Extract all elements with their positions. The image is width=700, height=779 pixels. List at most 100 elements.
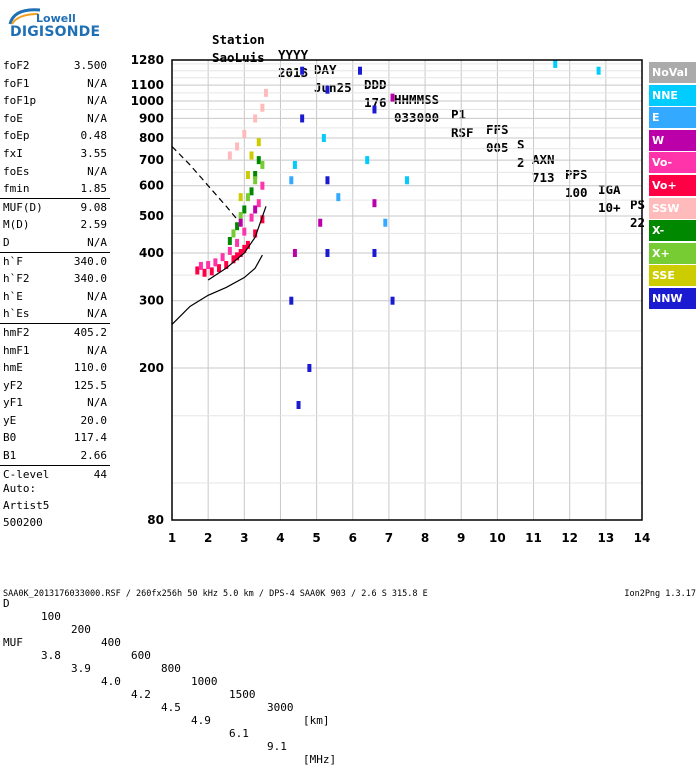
echo-point [325,248,330,257]
param-value: 3.500 [73,59,107,72]
y-tick-label: 300 [139,294,164,308]
param-name: foF2 [3,59,30,72]
y-tick-label: 500 [139,209,164,223]
echo-point [238,248,243,257]
x-tick-label: 10 [489,531,506,545]
logo-text-lowell: Lowell [36,12,76,25]
param-value: 3.55 [80,146,108,160]
echo-point [256,138,261,147]
plot-frame [171,59,643,521]
header-hhmmss: HHMMSS [394,92,440,107]
echo-point [253,205,258,214]
param-name: foF1p [3,94,37,108]
header-ffs: FFS [486,122,509,137]
echo-point [235,142,240,151]
param-value: 117.4 [73,431,107,445]
param-value: N/A [87,94,107,108]
echo-point [307,363,312,372]
echo-point [596,66,601,75]
echo-point [253,176,258,185]
x-tick-label: 8 [421,531,429,545]
header-ps-value: 22 [630,215,646,230]
muf-table-muf-row: MUF 3.8 3.9 4.0 4.2 4.5 4.9 6.1 9.1 [MHz… [3,623,343,766]
header-ddd-value: 176 [364,95,387,110]
echo-point [235,252,240,261]
chart-grid [171,59,643,521]
echo-point [235,222,240,231]
y-tick-label: 80 [147,513,164,527]
echo-point [260,160,265,169]
x-tick-label: 3 [240,531,248,545]
header-row-1: Station YYYY DAY DDD HHMMSS P1 FFS S AXN… [0,17,700,212]
x-tick-label: 4 [276,531,284,545]
param-row: hmF1 N/A [0,342,113,360]
muf-value: 4.9 [191,714,211,727]
echo-point [238,211,243,220]
x-tick-label: 9 [457,531,465,545]
d-value: 1500 [229,688,256,701]
param-row: B1 2.66 [0,447,113,465]
logo-swoosh-icon [8,4,42,30]
echo-point [242,129,247,138]
echo-point [238,218,243,227]
muf-value: 4.5 [161,701,181,714]
param-row: yF1 N/A [0,394,113,412]
echo-point [235,238,240,247]
muf-value: 9.1 [267,740,287,753]
header-row-2: SaoLuis 2013 Jun25 176 033000 RSF 005 2 … [0,35,700,230]
header-day: DAY [314,62,337,77]
header-year-value: 2013 [278,65,309,80]
muf-value: 6.1 [229,727,249,740]
footer-version: Ion2Png 1.3.17 [624,589,696,599]
muf-value: 4.2 [131,688,151,701]
echo-point [358,66,362,75]
echo-point [242,244,247,253]
echo-point [553,59,558,68]
echo-point [220,253,225,262]
d-value: 1000 [191,675,218,688]
echo-point [372,248,377,257]
chart-curves [171,146,267,325]
y-tick-label: 800 [139,131,164,145]
echo-point [336,193,341,202]
auto-artist: Artist5 [3,499,50,512]
param-name: foE [3,111,23,125]
legend-item-e: E [649,107,696,129]
d-value: 800 [161,662,181,675]
dashed-trace-curve [171,146,238,220]
echo-point [296,401,301,409]
x-tick-label: 5 [312,531,320,545]
echo-point [260,215,265,224]
param-name: MUF(D) [3,200,43,214]
echo-point [292,248,297,257]
y-tick-label: 1280 [131,53,164,67]
legend-item-sse: SSE [649,265,696,287]
echo-point [202,268,207,277]
header-p1-value: RSF [451,125,474,140]
param-name: D [3,235,10,249]
param-row: yE 20.0 [0,412,113,430]
echo-point [213,258,218,267]
param-value: N/A [87,343,107,357]
muf-value: 3.8 [41,649,61,662]
echo-point [256,199,261,208]
echo-point [372,199,377,208]
param-row: foEs N/A [0,163,113,181]
param-value: 405.2 [73,325,107,339]
param-row: M(D) 2.59 [0,216,113,234]
y-tick-labels: 80 200 300 400 500 600 700 800 900 1000 1100 1280 [131,53,164,527]
param-row: h`Es N/A [0,305,113,323]
echo-point [253,229,258,238]
x-tick-label: 12 [561,531,578,545]
y-tick-label: 900 [139,111,164,125]
param-value: 2.66 [80,449,108,463]
y-tick-label: 400 [139,246,164,260]
y-tick-label: 700 [139,153,164,167]
header-axn-value: 713 [532,170,555,185]
echo-point [238,193,243,202]
echo-point [321,133,326,142]
echo-point [245,193,250,202]
param-row: h`F 340.0 [0,253,113,271]
muf-value: 4.0 [101,675,121,688]
header-iga: IGA [598,182,621,197]
